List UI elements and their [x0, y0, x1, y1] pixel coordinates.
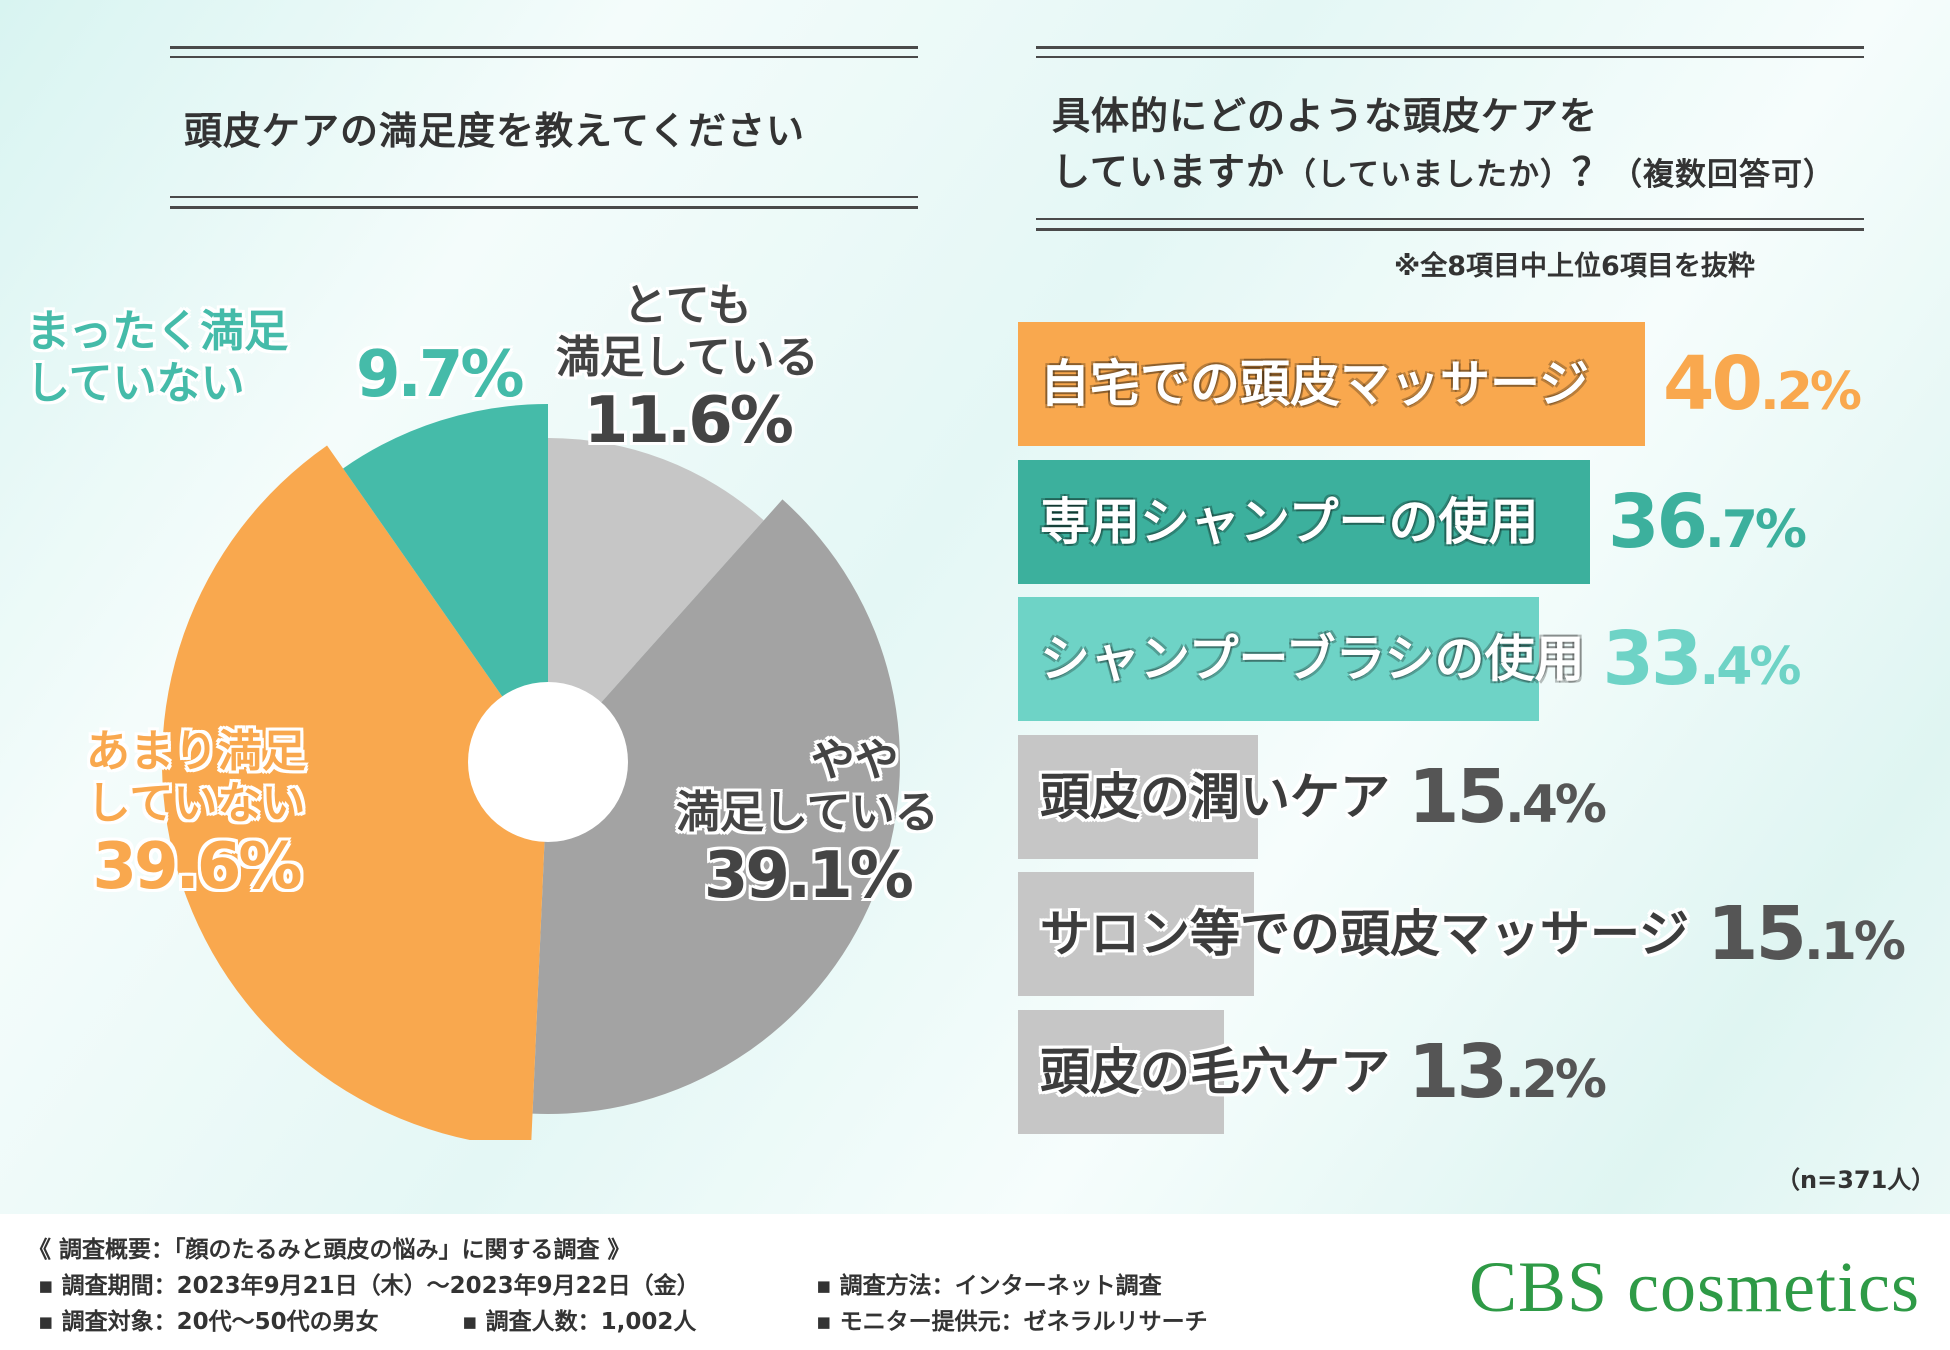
bar-category-label: 頭皮の潤いケア — [1040, 768, 1390, 826]
bar-value-integer: 40 — [1663, 341, 1763, 427]
pie-value-very-satisfied: 11.6% — [583, 383, 794, 458]
right-title-line2-tail: ？ — [1571, 150, 1611, 194]
pie-label-not-satisfied-line1: まったく満足 — [26, 306, 289, 357]
survey-count: ▪ 調査人数：1,002人 — [462, 1309, 697, 1335]
bar-value-integer: 15 — [1408, 754, 1508, 840]
bar — [1018, 872, 1254, 996]
pie-slice-not-satisfied-at-all — [343, 404, 548, 762]
bar-value-decimal: .2% — [1759, 362, 1862, 422]
bar-category-label: サロン等での頭皮マッサージ — [1040, 905, 1689, 963]
pie-value-not-satisfied-at-all: 9.7% — [356, 338, 524, 412]
bar-value-label: 40.2% — [1663, 322, 1862, 446]
pie-label-not-very-satisfied-line1: あまり満足 — [86, 726, 306, 777]
bar-value-decimal: .1% — [1803, 912, 1906, 972]
pie-label-not-very-satisfied-line2: していない — [86, 777, 306, 829]
bar-value-label: 15.1% — [1707, 872, 1906, 996]
right-title-rule-top — [1036, 46, 1864, 49]
left-panel-title: 頭皮ケアの満足度を教えてください — [184, 109, 805, 153]
satisfaction-pie-chart — [162, 404, 900, 1140]
pie-label-not-satisfied-at-all: まったく満足 していない — [26, 306, 288, 410]
bar-row: 頭皮の毛穴ケア 13.2% — [1018, 1010, 1918, 1134]
bar-row: 頭皮の潤いケア 15.4% — [1018, 735, 1918, 859]
pie-label-somewhat-satisfied-line1: やや — [810, 735, 899, 786]
pie-label-very-satisfied: とても 満足している 11.6% — [556, 280, 819, 459]
survey-footer: 《 調査概要：「顔のたるみと頭皮の悩み」に関する調査 》 ▪ 調査期間：2023… — [0, 1214, 1950, 1350]
pie-slice-not-very-satisfied — [162, 445, 548, 1140]
bar — [1018, 1010, 1224, 1134]
bar — [1018, 460, 1590, 584]
bar-row: 専用シャンプーの使用 36.7% — [1018, 460, 1918, 584]
right-title-line2-paren: （していましたか） — [1284, 157, 1572, 193]
bar-value-label: 15.4% — [1408, 735, 1607, 859]
bar-value-label: 36.7% — [1608, 460, 1807, 584]
sample-size-label: （n=371人） — [1776, 1166, 1936, 1194]
bar-row: サロン等での頭皮マッサージ 15.1% — [1018, 872, 1918, 996]
left-title-rule-bottom — [170, 196, 918, 198]
survey-period: ▪ 調査期間：2023年9月21日（木）～2023年9月22日（金） — [38, 1273, 700, 1299]
pie-label-very-satisfied-line1: とても — [623, 280, 752, 331]
right-title-rule-bottom-2 — [1036, 228, 1864, 231]
bar-value-label: 33.4% — [1602, 597, 1802, 721]
subset-note: ※全8項目中上位6項目を抜粋 — [1394, 251, 1755, 282]
right-panel-title: 具体的にどのような頭皮ケアを していますか（していましたか）？（複数回答可） — [1052, 88, 1835, 203]
right-title-line2: していますか（していましたか）？（複数回答可） — [1052, 144, 1835, 203]
bar-row: シャンプーブラシの使用 33.4% — [1018, 597, 1918, 721]
survey-provider: ▪ モニター提供元：ゼネラルリサーチ — [816, 1309, 1208, 1335]
pie-label-not-very-satisfied: あまり満足 していない 39.6% — [86, 726, 306, 905]
survey-target: ▪ 調査対象：20代～50代の男女 — [38, 1309, 379, 1335]
cbs-cosmetics-logo: CBS cosmetics — [1468, 1247, 1920, 1327]
bar-value-label: 13.2% — [1408, 1010, 1607, 1134]
bar — [1018, 597, 1539, 721]
left-title-rule-bottom-2 — [170, 206, 918, 209]
left-title-rule-top — [170, 46, 918, 49]
pie-label-somewhat-satisfied: やや 満足している 39.1% — [676, 735, 939, 914]
right-title-rule-top-2 — [1036, 56, 1864, 58]
survey-heading: 《 調査概要：「顔のたるみと頭皮の悩み」に関する調査 》 — [28, 1237, 631, 1263]
pie-slice-somewhat-satisfied — [532, 499, 900, 1114]
bar-value-integer: 36 — [1608, 479, 1708, 565]
pie-value-not-very-satisfied: 39.6% — [92, 829, 302, 904]
pie-label-not-satisfied-line2: していない — [26, 357, 245, 409]
pie-label-somewhat-satisfied-line2: 満足している — [676, 786, 939, 838]
bar-category-label: 専用シャンプーの使用 — [1040, 493, 1539, 551]
bar-category-label: 自宅での頭皮マッサージ — [1040, 355, 1589, 413]
bar-category-label: シャンプーブラシの使用 — [1040, 630, 1585, 688]
left-title-rule-top-2 — [170, 56, 918, 58]
right-title-line2-note: （複数回答可） — [1610, 157, 1835, 193]
bar-value-decimal: .4% — [1504, 775, 1607, 835]
pie-value-somewhat-satisfied: 39.1% — [703, 838, 914, 913]
right-title-line1: 具体的にどのような頭皮ケアを — [1052, 94, 1599, 138]
pie-center-hole — [468, 682, 628, 842]
pie-slice-very-satisfied — [548, 438, 764, 762]
survey-method: ▪ 調査方法：インターネット調査 — [816, 1273, 1162, 1299]
right-title-rule-bottom — [1036, 218, 1864, 220]
bar-value-integer: 33 — [1602, 616, 1703, 702]
bar-row: 自宅での頭皮マッサージ 40.2% — [1018, 322, 1918, 446]
bar-value-integer: 13 — [1408, 1029, 1508, 1115]
right-title-line2-main: していますか — [1052, 150, 1285, 194]
bar-category-label: 頭皮の毛穴ケア — [1040, 1043, 1390, 1101]
bar — [1018, 735, 1258, 859]
bar-value-decimal: .7% — [1704, 500, 1807, 560]
bar-value-decimal: .2% — [1504, 1050, 1607, 1110]
pie-label-very-satisfied-line2: 満足している — [556, 331, 819, 383]
bar-value-decimal: .4% — [1699, 637, 1801, 697]
bar-value-integer: 15 — [1707, 891, 1807, 977]
bar — [1018, 322, 1645, 446]
